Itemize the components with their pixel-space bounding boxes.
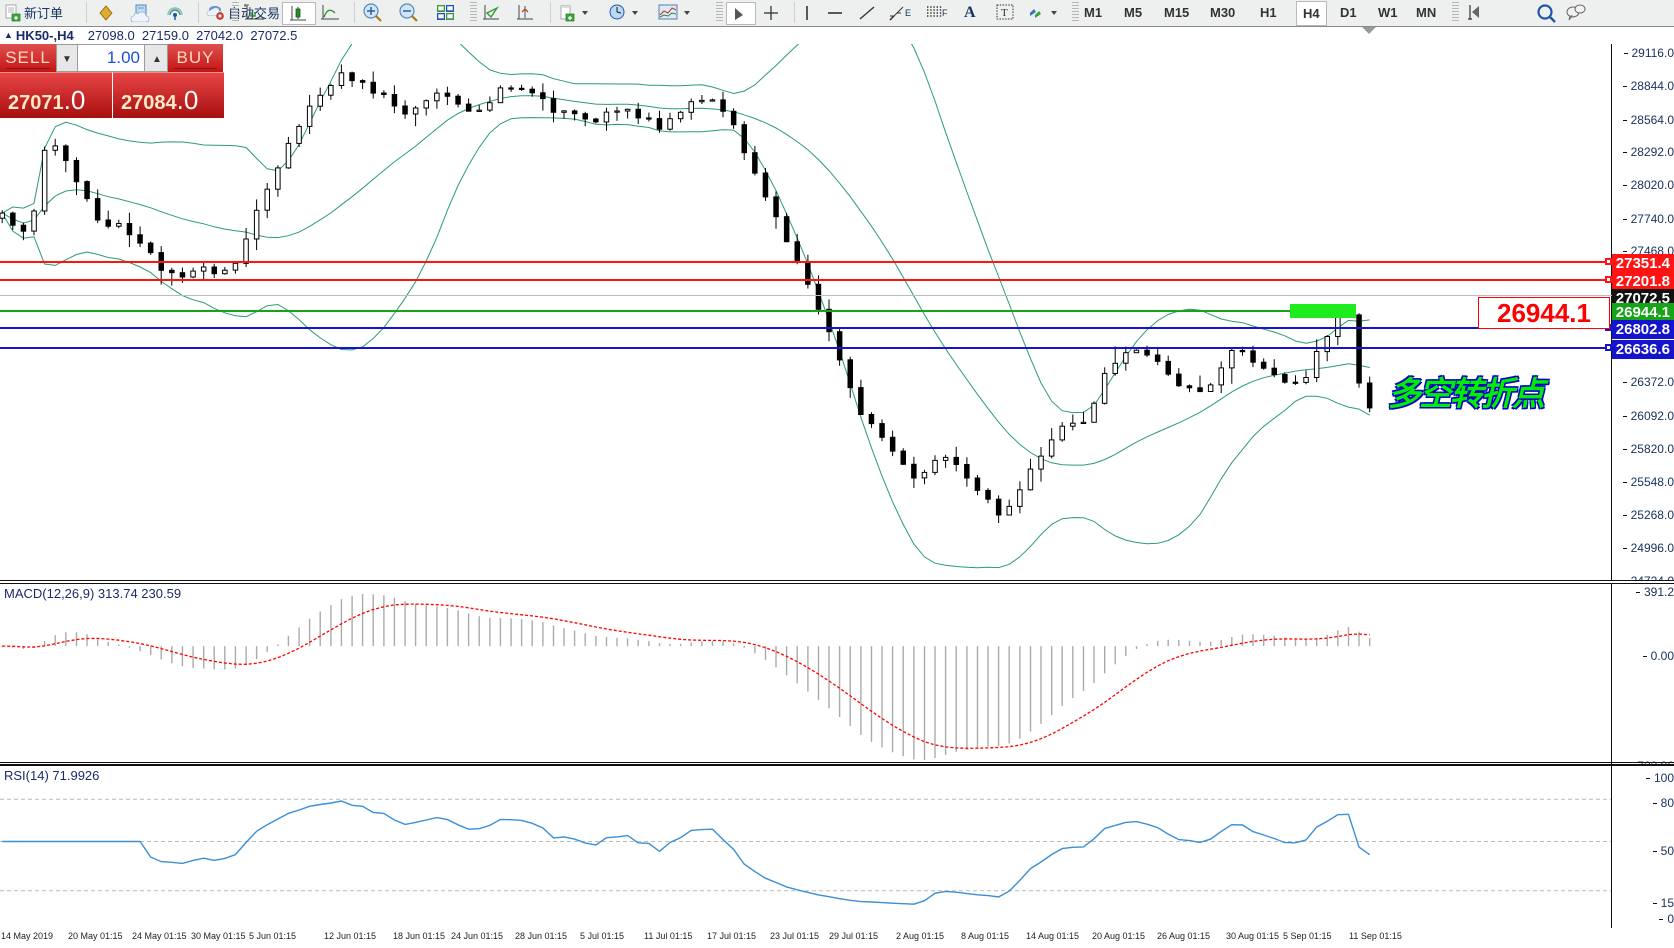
svg-text:T: T <box>1001 7 1008 19</box>
